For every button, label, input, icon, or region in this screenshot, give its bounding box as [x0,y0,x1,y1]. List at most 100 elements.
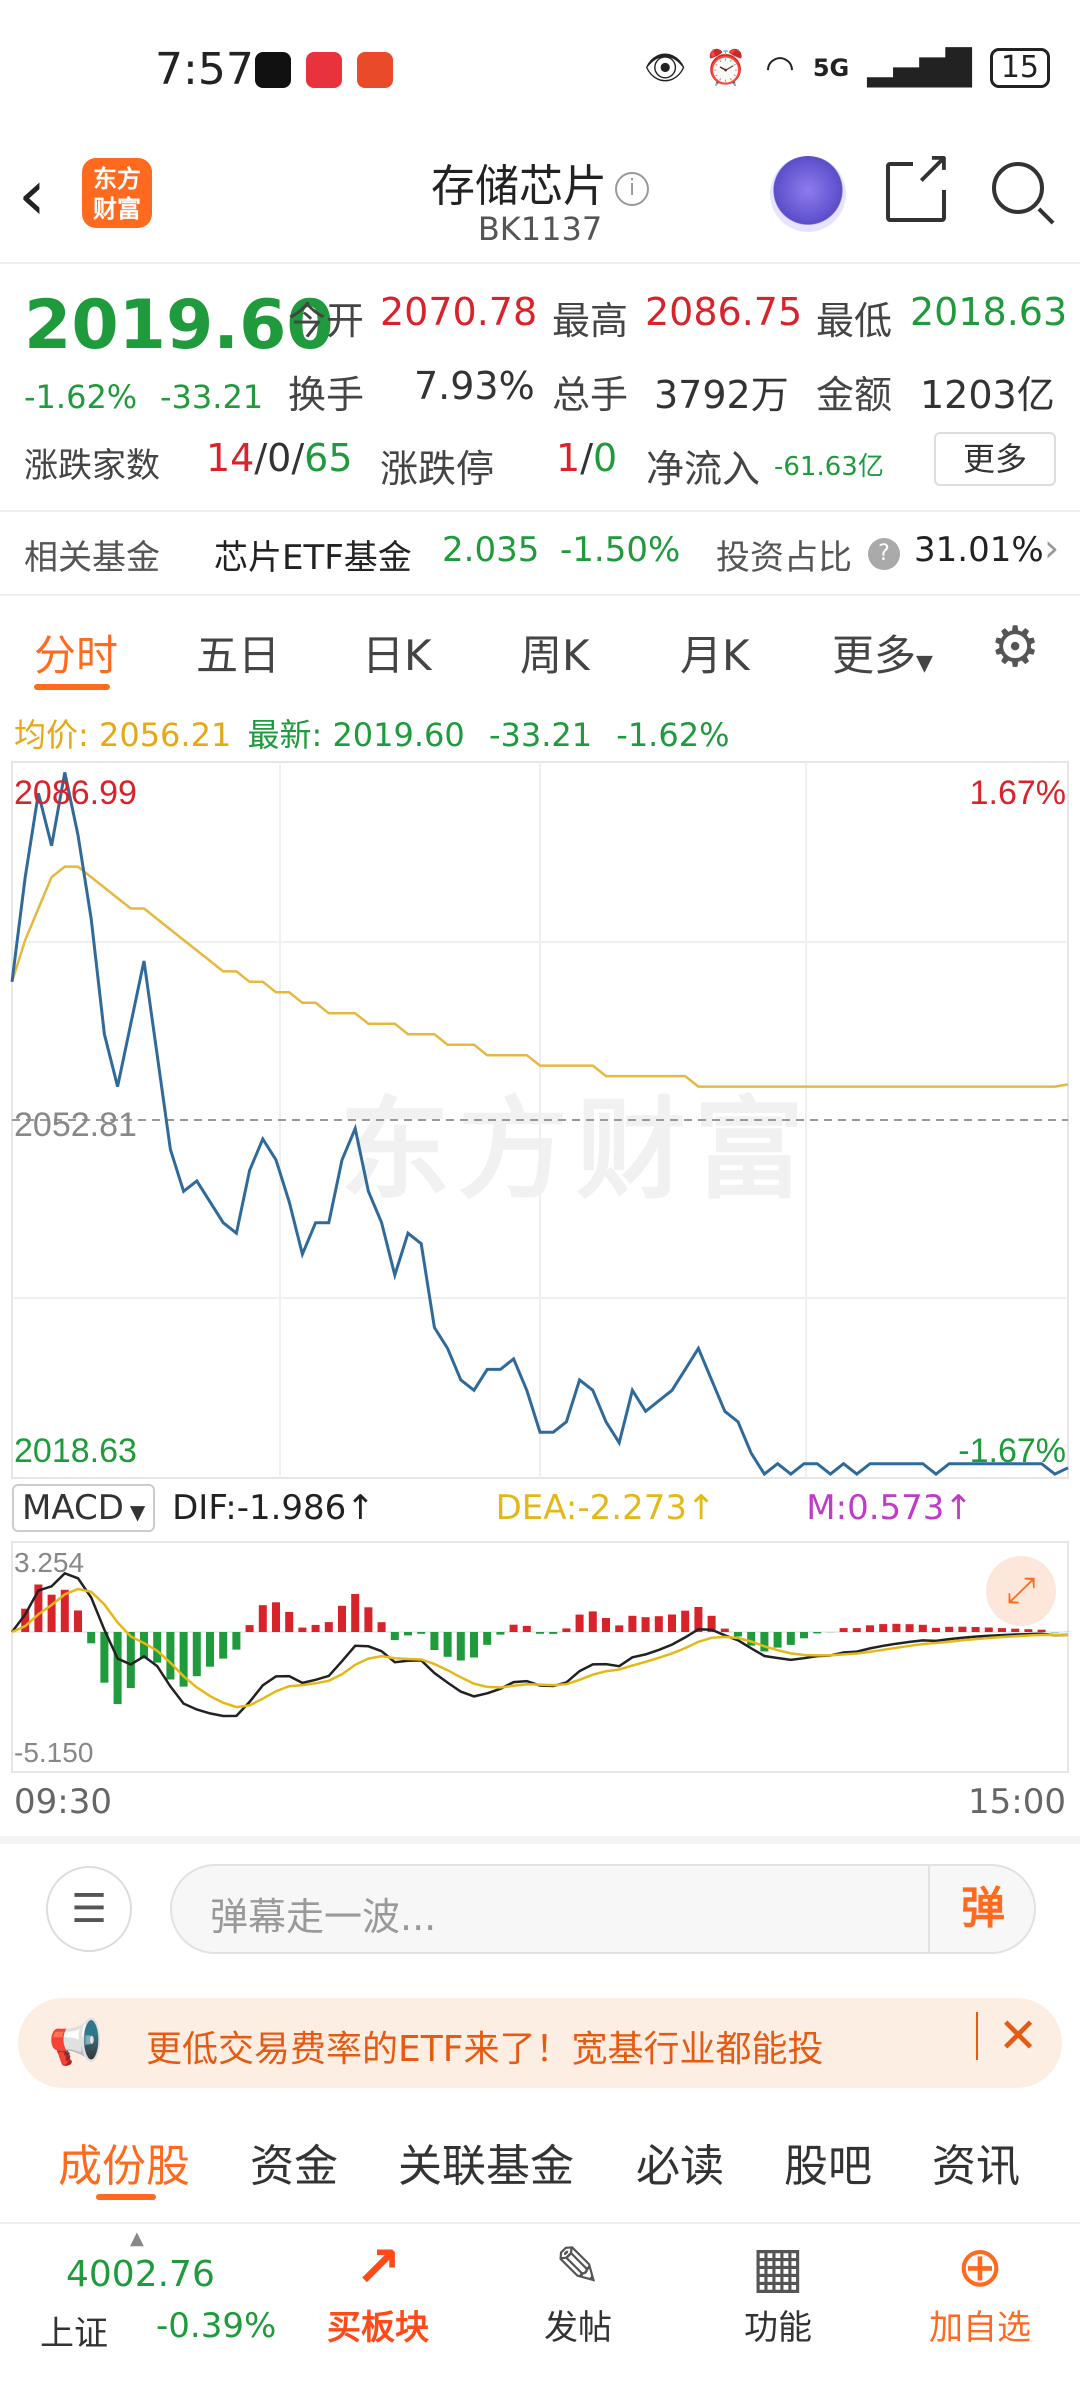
tab-weekly-k[interactable]: 周K [520,631,590,680]
dropdown-caret-icon: ▼ [129,1500,146,1524]
macd-bar [879,1624,888,1632]
robot-assistant-icon[interactable] [770,156,846,232]
macd-bar [364,1607,373,1632]
amount-label: 金额 [816,373,893,417]
avg-label: 均价: [14,716,89,754]
macd-bar [641,1617,650,1632]
macd-bar [417,1632,426,1634]
tab-must-read[interactable]: 必读 [636,2141,724,2192]
signal-icon: ▂▄▆█ [867,48,972,88]
wifi-icon: ◠ [765,48,795,88]
intraday-chart[interactable]: 2086.99 2052.81 2018.63 1.67% -1.67% [0,760,1080,1480]
macd-bar [430,1632,439,1650]
help-icon-wrap[interactable]: ? [868,532,900,572]
last-price: 2019.60 [24,286,334,365]
amount-value: 1203亿 [920,373,1055,417]
avg-value: 2056.21 [98,716,232,754]
macd-bar [404,1632,412,1636]
macd-bar [219,1632,228,1659]
tab-news[interactable]: 资讯 [932,2141,1020,2192]
macd-bar [892,1623,901,1632]
macd-bar [509,1624,518,1632]
macd-bar [905,1624,914,1632]
turnover-value: 7.93% [414,364,535,408]
eastmoney-logo[interactable]: 东方 财富 [82,158,152,228]
macd-bar [628,1615,637,1632]
tab-constituents[interactable]: 成份股 [58,2141,190,2192]
indicator-select[interactable]: MACD ▼ [12,1484,156,1532]
macd-bar [602,1618,610,1632]
active-tab-underline [34,684,110,690]
macd-bar [60,1589,69,1632]
fund-name[interactable]: 芯片ETF基金 [214,538,412,578]
macd-bar [654,1616,663,1632]
active-tab-underline [96,2194,156,2200]
board-code: BK1137 [477,210,603,248]
macd-bar [258,1605,267,1632]
tab-intraday[interactable]: 分时 [34,631,119,680]
macd-bar [140,1632,148,1659]
macd-bar [522,1625,531,1632]
fund-price: 2.035 [442,530,540,570]
macd-y-bottom: -5.150 [14,1737,93,1768]
dropdown-caret-icon: ▼ [916,651,933,676]
macd-bar [681,1610,690,1632]
help-icon[interactable]: ? [868,537,900,570]
search-icon[interactable] [992,162,1044,214]
comment-settings-icon[interactable]: ☰ [46,1866,132,1952]
tab-more[interactable]: 更多▼ [832,622,933,683]
tab-funds[interactable]: 资金 [250,2141,338,2192]
gear-icon[interactable]: ⚙ [990,615,1041,680]
weight-value: 31.01% [914,530,1044,570]
more-quote-button[interactable]: 更多 [934,432,1056,486]
nav-buy-sector[interactable]: ↗ 买板块 [298,2236,458,2349]
macd-bar [813,1632,822,1634]
latest-change: -33.21 [488,716,593,754]
macd-bar [192,1632,201,1677]
dec-count: 65 [304,436,353,480]
pct-bottom-label: -1.67% [958,1432,1066,1470]
index-value[interactable]: 4002.76 [66,2254,215,2295]
macd-bar [87,1632,96,1644]
macd-chart[interactable]: 3.254 -5.150 [0,1540,1080,1774]
nav-post[interactable]: ✎ 发帖 [498,2236,658,2349]
volume-label: 总手 [552,373,629,417]
macd-bar [720,1628,729,1632]
macd-frame [11,1541,1069,1773]
pct-top-label: 1.67% [970,774,1066,812]
tab-related-funds[interactable]: 关联基金 [398,2141,574,2192]
expand-icon[interactable]: ⤢ [986,1556,1056,1626]
macd-histogram [21,1584,1072,1704]
macd-bar [232,1632,241,1650]
divider [0,594,1080,596]
tab-daily-k[interactable]: 日K [362,631,432,680]
high-value: 2086.75 [645,290,803,334]
related-fund-row[interactable]: 相关基金 芯片ETF基金 2.035 -1.50% 投资占比 ? 31.01% … [0,516,1080,596]
ad-text[interactable]: 更低交易费率的ETF来了！宽基行业都能投 [146,2029,824,2070]
danmaku-toggle-button[interactable]: 弹 [928,1864,1036,1954]
macd-bar [311,1624,320,1632]
share-icon[interactable] [886,144,952,222]
open-value: 2070.78 [380,290,538,334]
nav-add-watchlist[interactable]: ⊕ 加自选 [900,2236,1060,2349]
macd-bar [1037,1629,1046,1632]
back-button[interactable]: ‹ [18,154,46,236]
tab-forum[interactable]: 股吧 [784,2141,872,2192]
macd-dea: DEA:-2.273↑ [495,1488,716,1528]
macd-bar [984,1627,993,1632]
close-icon[interactable]: ✕ [976,2012,1038,2060]
macd-bar [34,1584,43,1632]
limit-up-count: 1 [556,436,581,480]
tab-five-day[interactable]: 五日 [196,631,281,680]
ad-banner[interactable] [18,1998,1062,2088]
macd-bar [179,1632,188,1687]
status-time: 7:57 [155,44,254,95]
info-icon[interactable]: i [615,172,649,206]
macd-bar [272,1602,280,1632]
danmaku-input[interactable] [170,1864,1036,1954]
macd-bar [707,1615,716,1632]
nav-functions[interactable]: ▦ 功能 [698,2236,858,2349]
price-info-row: 均价: 2056.21 最新: 2019.60 -33.21 -1.62% [14,710,729,756]
dea-line [11,1587,1068,1709]
tab-monthly-k[interactable]: 月K [680,631,750,680]
